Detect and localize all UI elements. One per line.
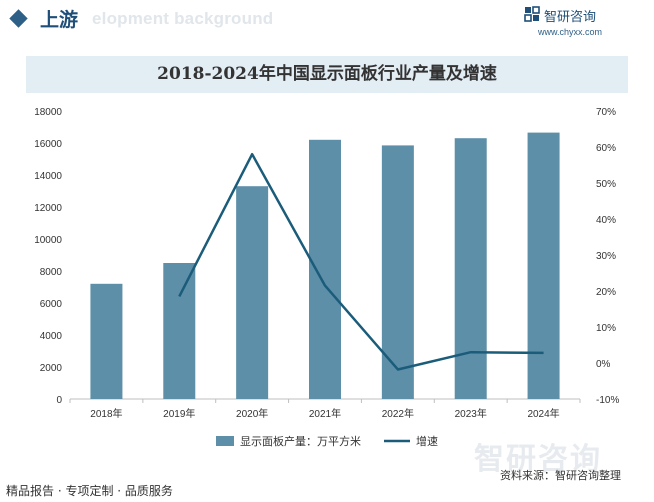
y-right-tick-label: 60% xyxy=(596,143,616,154)
y-left-tick-label: 14000 xyxy=(34,171,62,182)
y-right-tick-label: 70% xyxy=(596,107,616,118)
y-right-tick-label: -10% xyxy=(596,395,619,406)
x-tick-label: 2024年 xyxy=(527,407,559,420)
y-right-tick-label: 40% xyxy=(596,215,616,226)
y-left-tick-label: 2000 xyxy=(40,363,63,374)
y-right-tick-label: 50% xyxy=(596,179,616,190)
brand-name: 智研咨询 xyxy=(544,10,597,25)
background-watermark-text: elopment background xyxy=(92,9,274,28)
source-note: 资料来源：智研咨询整理 xyxy=(500,469,621,482)
x-tick-label: 2021年 xyxy=(309,407,341,420)
growth-line xyxy=(178,152,544,371)
bar xyxy=(309,139,341,400)
brand-url: www.chyxx.com xyxy=(538,27,603,37)
y-right-tick-label: 20% xyxy=(596,287,616,298)
y-left-tick-label: 10000 xyxy=(34,235,62,246)
brand-logo-block: 智研咨询 www.chyxx.com xyxy=(524,4,644,40)
y-right-tick-label: 10% xyxy=(596,323,616,334)
bar xyxy=(236,186,269,399)
bar xyxy=(527,132,560,399)
y-left-tick-label: 12000 xyxy=(34,203,62,214)
y-right-tick-label: 0% xyxy=(596,359,611,370)
x-tick-label: 2023年 xyxy=(455,407,487,420)
section-title: 上游 xyxy=(40,9,79,31)
bar xyxy=(90,283,123,399)
y-left-tick-label: 0 xyxy=(56,395,62,406)
footer-logo-watermark: 智研咨询 xyxy=(474,442,602,477)
x-tick-label: 2018年 xyxy=(90,407,122,420)
bar xyxy=(381,145,414,399)
legend-bar-swatch xyxy=(216,436,234,446)
brand-logo-icon xyxy=(524,6,540,22)
x-tick-label: 2019年 xyxy=(163,407,195,420)
chart-title: 2018-2024年中国显示面板行业产量及增速 xyxy=(157,64,497,84)
bar xyxy=(163,263,196,399)
y-left-tick-label: 18000 xyxy=(34,107,62,118)
legend-bar-label: 显示面板产量：万平方米 xyxy=(240,434,361,448)
top-bar: 上游 elopment background 智研咨询 www.chyxx.co… xyxy=(0,0,654,40)
y-left-tick-label: 16000 xyxy=(34,139,62,150)
y-left-tick-label: 6000 xyxy=(40,299,63,310)
footer-tagline: 精品报告 · 专项定制 · 品质服务 xyxy=(6,484,173,498)
bar xyxy=(454,138,487,399)
chart-title-band: 2018-2024年中国显示面板行业产量及增速 xyxy=(26,56,628,93)
y-right-tick-label: 30% xyxy=(596,251,616,262)
x-tick-label: 2020年 xyxy=(236,407,268,420)
y-left-tick-label: 8000 xyxy=(40,267,63,278)
legend-line-label: 增速 xyxy=(416,434,438,448)
y-left-tick-label: 4000 xyxy=(40,331,63,342)
x-tick-label: 2022年 xyxy=(382,407,414,420)
